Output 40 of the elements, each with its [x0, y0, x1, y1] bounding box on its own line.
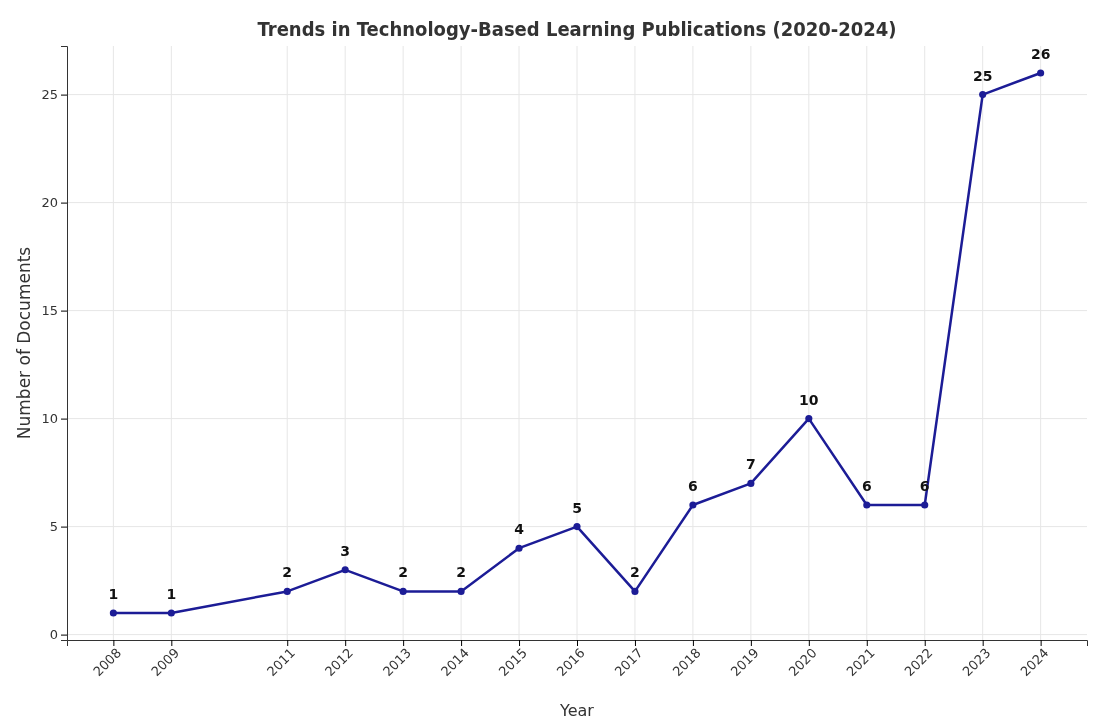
y-tick-label: 15	[41, 303, 58, 319]
point	[283, 587, 291, 595]
data-label: 1	[166, 586, 177, 602]
data-label: 5	[572, 499, 582, 516]
data-label: 1	[108, 586, 119, 602]
y-axis-title: Number of Documents	[14, 246, 34, 440]
y-tick-label: 25	[41, 87, 58, 103]
y-tick-label: 0	[49, 627, 58, 643]
data-label: 2	[630, 564, 640, 581]
data-label: 6	[688, 478, 698, 494]
point	[631, 587, 639, 595]
point	[805, 415, 813, 423]
data-label: 6	[861, 478, 872, 494]
point	[399, 587, 407, 595]
point	[573, 523, 581, 531]
point	[167, 609, 175, 617]
point	[515, 544, 523, 552]
data-label: 26	[1030, 46, 1051, 62]
point	[109, 609, 117, 617]
point	[341, 566, 349, 574]
y-tick-label: 10	[41, 411, 58, 427]
point	[1037, 69, 1045, 77]
data-label: 4	[514, 521, 525, 538]
data-label: 2	[456, 564, 466, 581]
chart-title: Trends in Technology-Based Learning Publications (2020-2024)	[257, 17, 897, 41]
point	[689, 501, 697, 509]
x-axis-title: Year	[559, 701, 595, 720]
data-label: 10	[799, 391, 819, 408]
y-tick-label: 20	[41, 195, 58, 211]
point	[457, 587, 465, 595]
y-tick-label: 5	[49, 519, 58, 535]
point	[863, 501, 871, 509]
data-label: 2	[398, 564, 409, 581]
data-label: 25	[972, 67, 993, 84]
data-label: 3	[340, 542, 351, 559]
data-label: 2	[282, 564, 293, 581]
point	[747, 479, 755, 487]
point	[921, 501, 929, 509]
data-label: 7	[745, 456, 756, 473]
point	[979, 91, 987, 99]
